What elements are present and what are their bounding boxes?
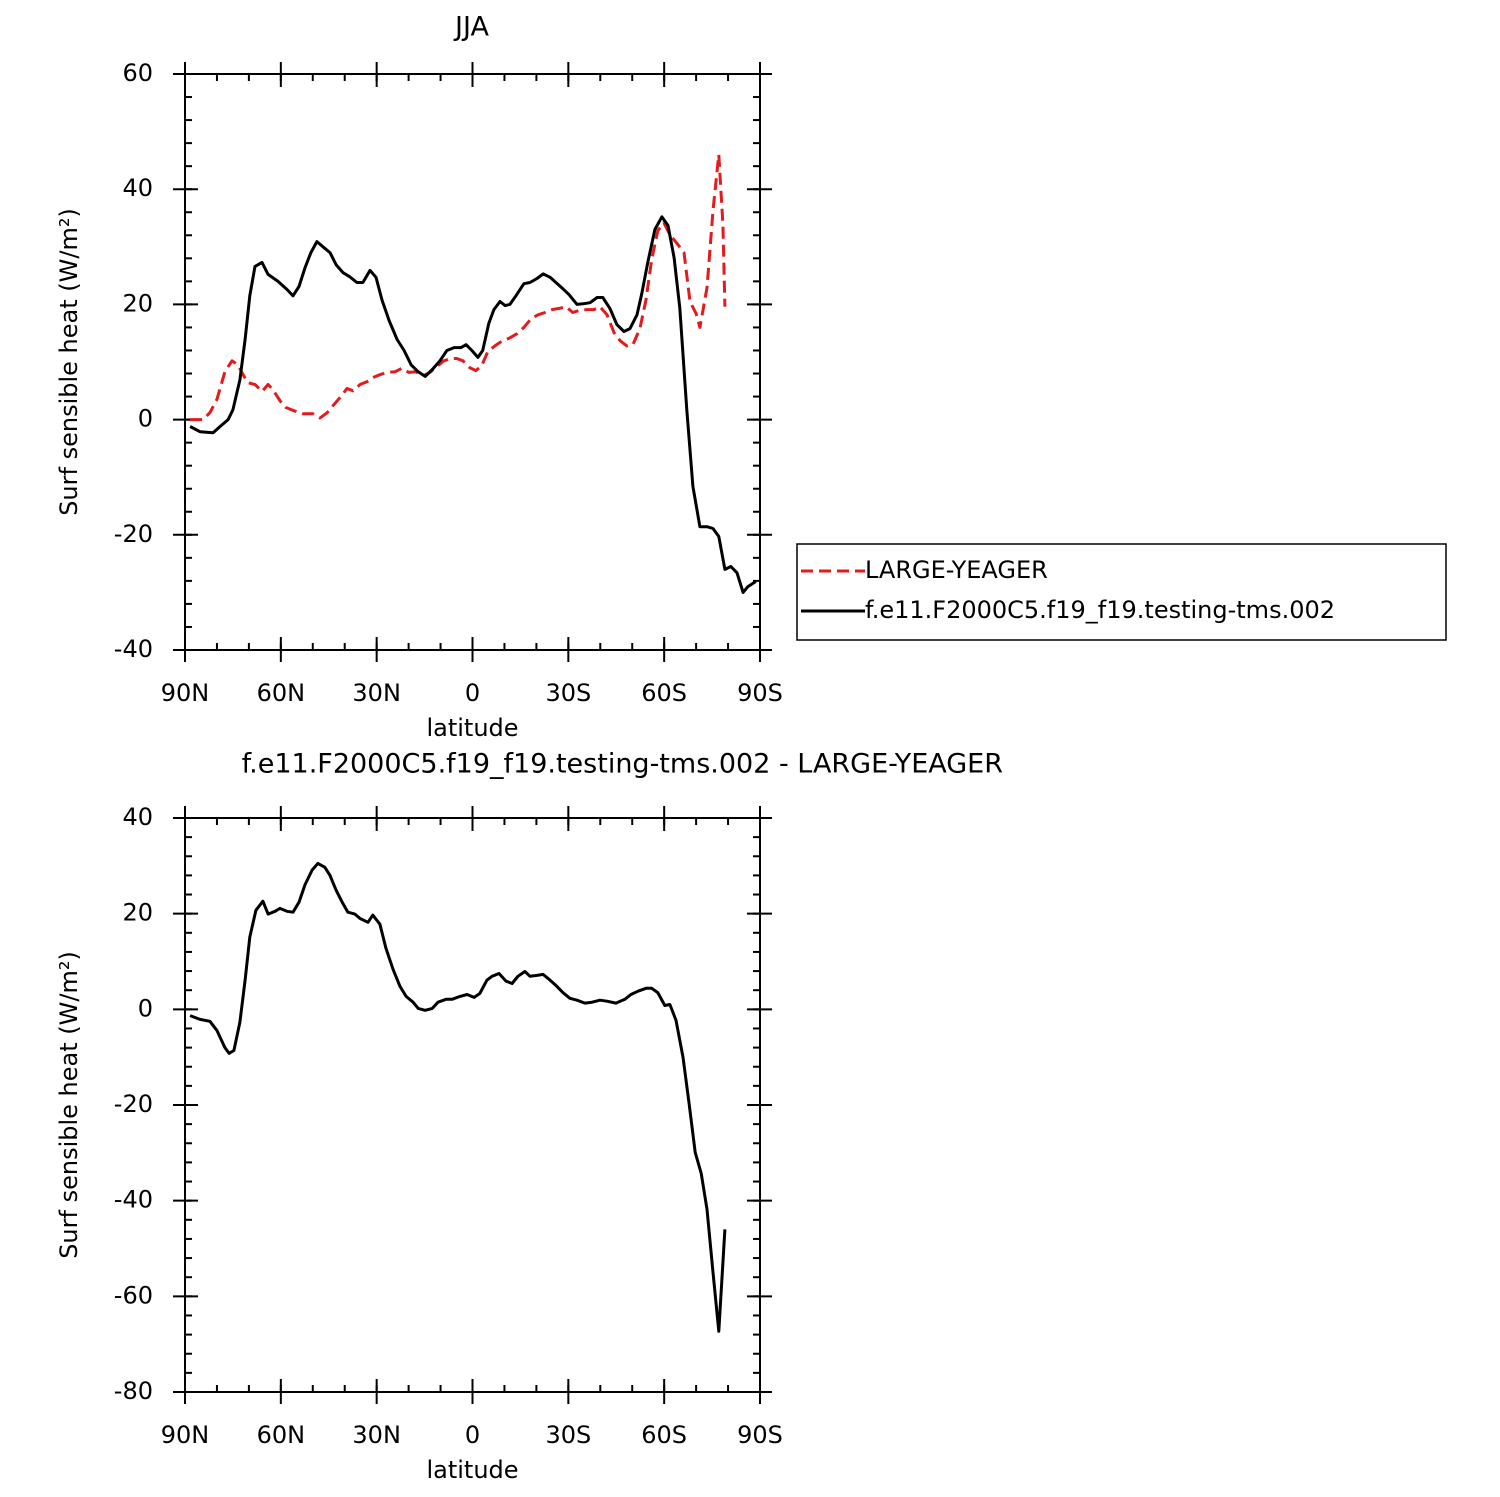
x-tick-label: 90S — [737, 1421, 783, 1449]
y-tick-label: -40 — [114, 635, 153, 663]
series-line — [190, 153, 727, 422]
plot-frame — [184, 817, 761, 1393]
y-tick-label: 60 — [122, 59, 153, 87]
chart-title: JJA — [453, 12, 489, 43]
y-tick-label: -40 — [114, 1186, 153, 1214]
legend-label: f.e11.F2000C5.f19_f19.testing-tms.002 — [865, 596, 1335, 624]
x-tick-label: 60N — [257, 1421, 306, 1449]
x-tick-label: 30S — [545, 1421, 591, 1449]
x-tick-label: 60S — [641, 1421, 687, 1449]
series-line — [189, 861, 727, 1333]
chart-title: f.e11.F2000C5.f19_f19.testing-tms.002 - … — [242, 749, 1003, 780]
x-axis-label: latitude — [426, 714, 518, 742]
y-axis-label: Surf sensible heat (W/m²) — [55, 208, 83, 516]
legend-label: LARGE-YEAGER — [865, 556, 1048, 584]
x-tick-label: 60N — [257, 679, 306, 707]
x-tick-label: 30N — [352, 679, 401, 707]
x-tick-label: 0 — [465, 1421, 480, 1449]
y-tick-label: 0 — [138, 405, 153, 433]
y-tick-label: 40 — [122, 174, 153, 202]
x-tick-label: 60S — [641, 679, 687, 707]
plot-frame — [184, 73, 761, 651]
y-tick-label: -60 — [114, 1281, 153, 1309]
y-tick-label: 20 — [122, 899, 153, 927]
y-tick-label: 20 — [122, 289, 153, 317]
y-tick-label: -20 — [114, 520, 153, 548]
y-tick-label: -80 — [114, 1377, 153, 1405]
x-tick-label: 90N — [161, 679, 210, 707]
x-tick-label: 30N — [352, 1421, 401, 1449]
x-axis-label: latitude — [426, 1456, 518, 1484]
x-tick-label: 90S — [737, 679, 783, 707]
y-tick-label: 40 — [122, 803, 153, 831]
y-tick-label: 0 — [138, 994, 153, 1022]
x-tick-label: 90N — [161, 1421, 210, 1449]
legend: LARGE-YEAGER f.e11.F2000C5.f19_f19.testin… — [796, 543, 1447, 641]
series-line — [189, 215, 757, 594]
y-axis-label: Surf sensible heat (W/m²) — [55, 951, 83, 1259]
legend-box — [796, 543, 1447, 641]
x-tick-label: 0 — [465, 679, 480, 707]
x-tick-label: 30S — [545, 679, 591, 707]
y-tick-label: -20 — [114, 1090, 153, 1118]
